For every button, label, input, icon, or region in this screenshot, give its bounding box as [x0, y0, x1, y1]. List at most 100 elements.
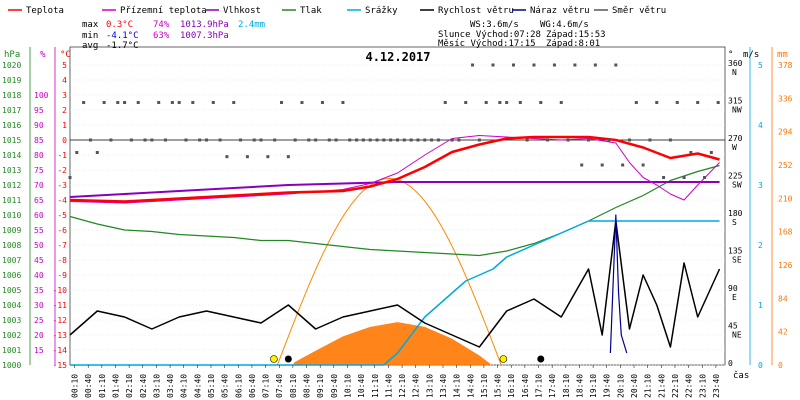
wind-direction-point [573, 63, 577, 67]
tick-hpa: 1005 [2, 286, 21, 295]
tick-deg: 0 [728, 359, 733, 368]
tick-pct: 90 [34, 121, 44, 130]
wind-direction-point [641, 163, 645, 167]
wind-direction-point [587, 138, 591, 142]
tick-time: 08:40 [303, 374, 312, 398]
wind-direction-point [648, 138, 652, 142]
tick-deg: 315 [728, 97, 743, 106]
stat-avg-label: avg [82, 41, 98, 51]
wind-direction-point [696, 101, 700, 104]
wind-direction-point [191, 101, 195, 104]
wind-direction-point [532, 63, 536, 67]
tick-hpa: 1020 [2, 61, 21, 70]
wind-direction-point [211, 101, 215, 104]
series-tlak [69, 164, 720, 257]
wind-direction-point [143, 138, 147, 142]
tick-pct: 50 [34, 241, 44, 250]
wind-direction-point [443, 101, 447, 104]
wind-direction-point [662, 176, 666, 179]
tick-pct: 75 [34, 166, 44, 175]
tick-dir: N [732, 68, 737, 77]
wind-direction-point [184, 138, 188, 142]
tick-temp: 5 [62, 61, 67, 70]
tick-time: 20:10 [616, 374, 625, 398]
wind-direction-point [204, 138, 208, 142]
tick-pct: 40 [34, 271, 44, 280]
wind-direction-point [505, 101, 509, 104]
tick-time: 08:10 [289, 374, 298, 398]
tick-dir: SE [732, 256, 742, 265]
tick-temp: -15 [53, 361, 68, 370]
tick-hpa: 1001 [2, 346, 21, 355]
stat-sun-set: Západ:15:53 [546, 30, 606, 40]
tick-hpa: 1015 [2, 136, 21, 145]
tick-time: 09:40 [330, 374, 339, 398]
wind-direction-point [273, 138, 277, 142]
tick-time: 12:40 [412, 374, 421, 398]
wind-direction-point [511, 63, 515, 67]
tick-time: 10:10 [343, 374, 352, 398]
tick-deg: 180 [728, 209, 743, 218]
tick-temp: -6 [57, 226, 67, 235]
wind-direction-point [525, 138, 529, 142]
tick-time: 03:40 [166, 374, 175, 398]
solar-area [293, 322, 491, 365]
axis-pct-label: % [40, 50, 46, 60]
wind-direction-point [361, 138, 365, 142]
tick-temp: -3 [57, 181, 67, 190]
tick-time: 23:10 [698, 374, 707, 398]
tick-time: 06:10 [234, 374, 243, 398]
wind-direction-point [68, 176, 72, 179]
wind-direction-point [136, 101, 140, 104]
tick-pct: 65 [34, 196, 44, 205]
tick-ms: 3 [758, 181, 763, 190]
tick-hpa: 1006 [2, 271, 21, 280]
tick-hpa: 1008 [2, 241, 21, 250]
legend-items: Teplota Přízemní teplota Vlhkost Tlak Srážky… [8, 6, 666, 16]
tick-time: 01:40 [111, 374, 120, 398]
wind-direction-point [129, 138, 133, 142]
tick-time: 17:40 [548, 374, 557, 398]
stat-min-hum: 63% [153, 31, 170, 41]
legend-label: Náraz větru [530, 6, 590, 16]
tick-temp: 1 [62, 121, 67, 130]
wind-direction-point [198, 138, 202, 142]
tick-time: 04:10 [180, 374, 189, 398]
tick-deg: 270 [728, 134, 743, 143]
legend-label: Srážky [365, 6, 398, 16]
stat-min-press: 1007.3hPa [180, 31, 229, 41]
wind-direction-point [423, 138, 427, 142]
wind-direction-point [239, 138, 243, 142]
axis-mm-label: mm [777, 50, 788, 60]
stats: max 0.3°C 74% 1013.9hPa 2.4mm min -4.1°C… [82, 20, 606, 51]
tick-mm: 378 [778, 61, 793, 70]
wind-direction-point [409, 138, 413, 142]
tick-pct: 80 [34, 151, 44, 160]
wind-direction-point [484, 101, 488, 104]
tick-time: 15:10 [480, 374, 489, 398]
tick-temp: -14 [53, 346, 68, 355]
tick-time: 19:40 [603, 374, 612, 398]
wind-direction-point [436, 138, 440, 142]
solar-arc [276, 177, 502, 366]
wind-direction-point [245, 155, 249, 159]
stat-ws: WS:3.6m/s [470, 20, 519, 30]
wind-direction-point [225, 155, 229, 159]
tick-ms: 0 [758, 361, 763, 370]
sunrise-marker [270, 355, 278, 363]
legend [0, 4, 800, 17]
tick-hpa: 1000 [2, 361, 21, 370]
tick-hpa: 1003 [2, 316, 21, 325]
tick-hpa: 1018 [2, 91, 21, 100]
wind-direction-point [593, 63, 597, 67]
tick-pct: 100 [34, 91, 49, 100]
wind-direction-point [675, 101, 679, 104]
stat-min-temp: -4.1°C [106, 31, 139, 41]
tick-time: 15:40 [494, 374, 503, 398]
tick-hpa: 1016 [2, 121, 21, 130]
wind-direction-point [286, 155, 290, 159]
tick-time: 20:40 [630, 374, 639, 398]
tick-hpa: 1002 [2, 331, 21, 340]
legend-label: Přízemní teplota [120, 6, 207, 16]
wind-direction-point [75, 151, 79, 154]
